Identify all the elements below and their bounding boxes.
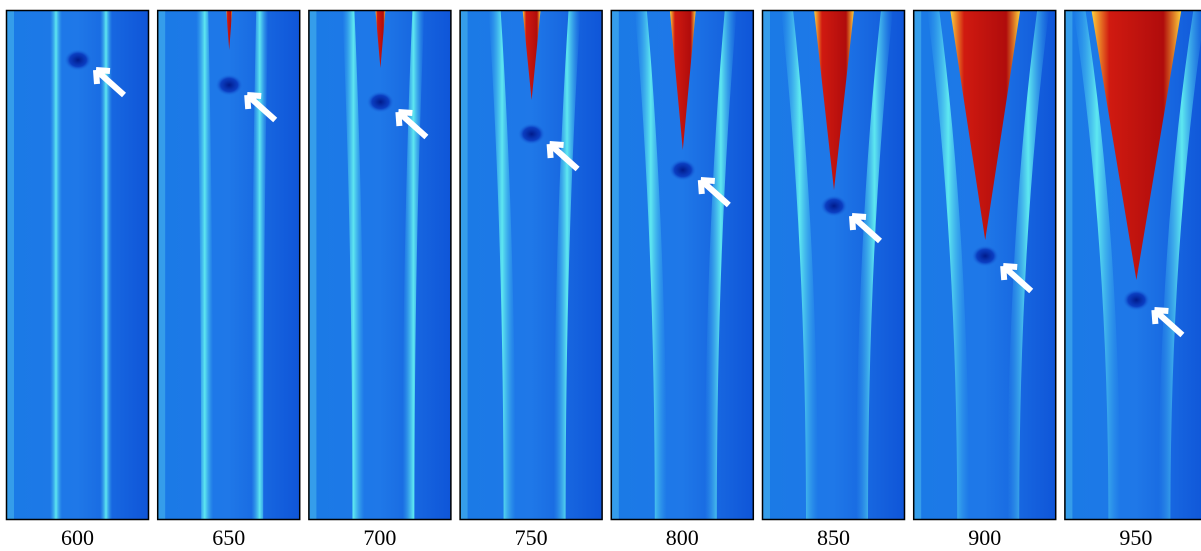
- wedge: [226, 10, 233, 50]
- stripe: [251, 10, 269, 520]
- panel-label: 650: [212, 525, 245, 550]
- dark-spot: [517, 123, 546, 145]
- panel-label: 950: [1119, 525, 1152, 550]
- panel-border: [610, 9, 755, 521]
- stripe: [402, 10, 425, 520]
- panel: [761, 9, 906, 521]
- stripe: [1073, 10, 1121, 520]
- dark-spot: [64, 49, 92, 71]
- arrow: [1000, 263, 1034, 294]
- stripe: [781, 10, 818, 520]
- stripe: [1007, 10, 1050, 520]
- edge-glow: [762, 10, 770, 520]
- stripe: [927, 10, 970, 520]
- edge-glow: [913, 10, 922, 520]
- wedge: [669, 10, 696, 150]
- arrow: [244, 92, 278, 123]
- stripe: [634, 10, 667, 520]
- panel-border: [912, 9, 1057, 521]
- wedge: [950, 10, 1021, 240]
- panel-label: 800: [666, 525, 699, 550]
- stripe: [856, 10, 893, 520]
- stripe: [488, 10, 516, 520]
- panel-label: 750: [515, 525, 548, 550]
- panel: [1064, 9, 1201, 521]
- stripe: [553, 10, 581, 520]
- arrow: [849, 213, 882, 244]
- panel: [610, 9, 755, 521]
- edge-glow: [157, 10, 166, 520]
- panel-label: 600: [61, 525, 94, 550]
- wedge: [522, 10, 541, 100]
- dark-spot: [668, 159, 697, 181]
- image-background: [6, 10, 149, 520]
- panel-label: 900: [968, 525, 1001, 550]
- panel-border: [308, 9, 452, 521]
- stripe: [342, 10, 365, 520]
- wedge: [814, 10, 854, 190]
- panel-border: [156, 9, 301, 521]
- edge-glow: [610, 10, 619, 520]
- dark-spot: [215, 74, 244, 96]
- panel-border: [761, 9, 906, 521]
- dark-spot: [1122, 289, 1151, 311]
- arrow: [697, 177, 731, 208]
- panel-label: 850: [817, 525, 850, 550]
- image-background: [459, 10, 603, 520]
- arrow: [395, 109, 429, 140]
- wedge: [1091, 10, 1182, 280]
- panel-label: 700: [363, 525, 396, 550]
- stripe: [1158, 10, 1201, 520]
- edge-glow: [308, 10, 317, 520]
- stripe: [100, 10, 112, 520]
- dark-spot: [366, 91, 395, 113]
- edge-glow: [459, 10, 468, 520]
- wedge: [375, 10, 386, 68]
- stripe: [196, 10, 214, 520]
- image-background: [308, 10, 452, 520]
- panel-border: [5, 9, 150, 521]
- edge-glow: [6, 10, 14, 520]
- panel: [912, 9, 1057, 521]
- panel-border: [459, 9, 603, 521]
- panel: [308, 9, 452, 521]
- stripe: [704, 10, 737, 520]
- arrow: [1151, 307, 1185, 338]
- stripe: [50, 10, 62, 520]
- dark-spot: [971, 245, 1000, 267]
- arrow: [546, 141, 580, 172]
- arrow: [93, 67, 126, 98]
- panel-border: [1064, 9, 1201, 521]
- panel: [459, 9, 603, 521]
- panel: [5, 9, 150, 521]
- panel: [156, 9, 301, 521]
- dark-spot: [820, 195, 848, 217]
- edge-glow: [1064, 10, 1073, 520]
